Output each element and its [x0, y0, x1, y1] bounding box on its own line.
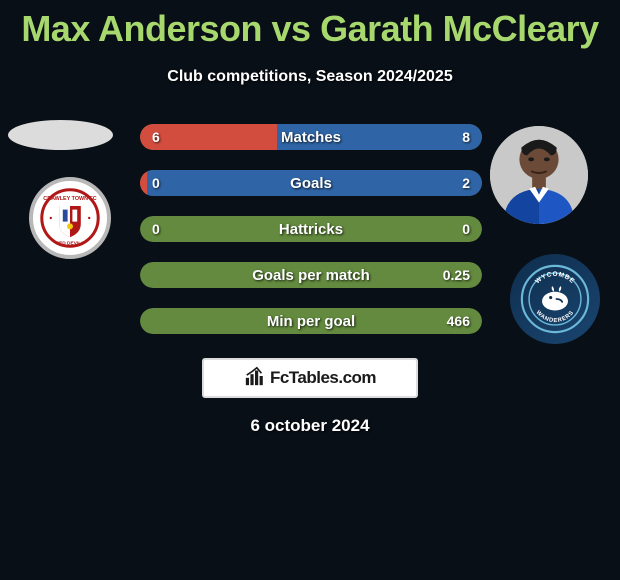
stat-label: Hattricks — [140, 221, 482, 238]
club-right-badge: WYCOMBE WANDERERS — [510, 254, 600, 344]
page-title: Max Anderson vs Garath McCleary — [0, 0, 620, 50]
comparison-panel: CRAWLEY TOWN FC RED DEVILS WYCOMBE WANDE… — [0, 114, 620, 344]
player-left-avatar — [8, 120, 113, 150]
stat-right-value: 8 — [462, 129, 470, 145]
svg-text:RED DEVILS: RED DEVILS — [56, 240, 86, 246]
stat-right-value: 2 — [462, 175, 470, 191]
player-right-avatar — [490, 126, 588, 224]
brand-box: FcTables.com — [202, 358, 418, 398]
stat-row: 0Goals2 — [140, 170, 482, 196]
club-left-badge: CRAWLEY TOWN FC RED DEVILS — [29, 177, 111, 259]
date-label: 6 october 2024 — [0, 416, 620, 436]
stat-right-value: 466 — [447, 313, 470, 329]
svg-text:CRAWLEY TOWN FC: CRAWLEY TOWN FC — [43, 196, 97, 202]
stat-label: Goals — [140, 175, 482, 192]
stat-row: Goals per match0.25 — [140, 262, 482, 288]
brand-text: FcTables.com — [270, 368, 376, 388]
stat-row: 0Hattricks0 — [140, 216, 482, 242]
stat-label: Goals per match — [140, 267, 482, 284]
chart-icon — [244, 365, 266, 392]
svg-text:WYCOMBE: WYCOMBE — [534, 271, 576, 285]
stat-label: Min per goal — [140, 313, 482, 330]
stat-right-value: 0.25 — [443, 267, 470, 283]
subtitle: Club competitions, Season 2024/2025 — [0, 68, 620, 86]
stat-bars: 6Matches80Goals20Hattricks0Goals per mat… — [140, 124, 482, 354]
svg-text:WANDERERS: WANDERERS — [535, 310, 576, 324]
stat-label: Matches — [140, 129, 482, 146]
stat-row: 6Matches8 — [140, 124, 482, 150]
stat-row: Min per goal466 — [140, 308, 482, 334]
stat-right-value: 0 — [462, 221, 470, 237]
